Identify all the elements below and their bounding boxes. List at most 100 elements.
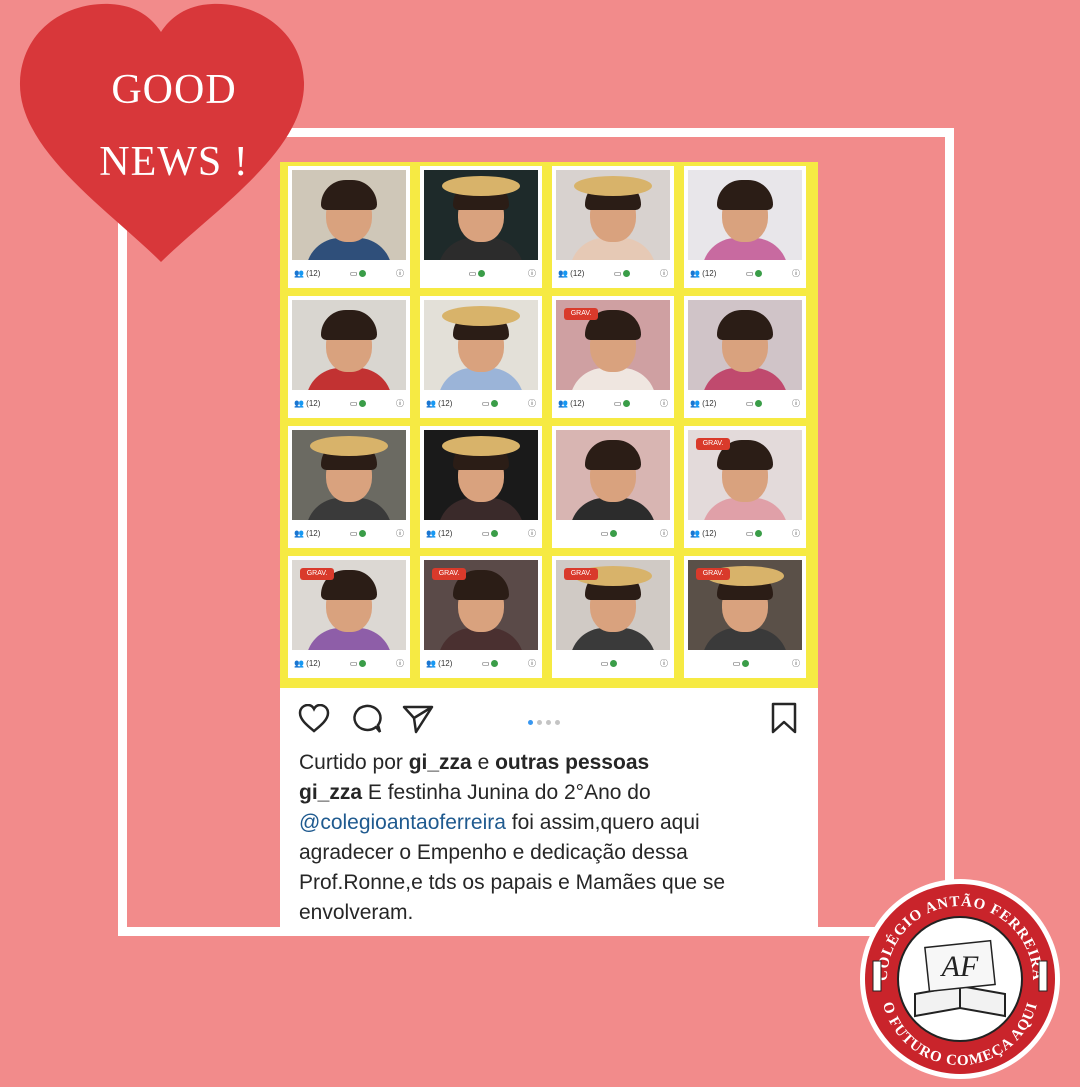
call-toolbar: 👥 (12) ▭ ⓘ [426, 524, 536, 542]
call-toolbar: ▭ ⓘ [558, 524, 668, 542]
recording-badge: GRAV. [564, 568, 598, 580]
chat-indicator [610, 659, 618, 667]
call-toolbar: ▭ ⓘ [426, 264, 536, 282]
video-frame: GRAV. [292, 560, 406, 650]
straw-hat [574, 176, 652, 196]
collage-tile: 👥 (12) ▭ ⓘ [684, 166, 806, 288]
video-frame: GRAV. [688, 560, 802, 650]
info-icon: ⓘ [395, 398, 404, 408]
participant-body [702, 238, 788, 260]
participant-body [438, 628, 524, 650]
video-frame [424, 300, 538, 390]
participants-count: 👥 (12) [558, 268, 585, 278]
info-icon: ⓘ [527, 398, 536, 408]
chat-icon: ▭ [601, 659, 618, 668]
caption-line-4: Prof.Ronne,e tds os papais e Mamães que … [299, 871, 726, 894]
video-frame [688, 170, 802, 260]
collage-tile: GRAV. ▭ ⓘ [684, 556, 806, 678]
chat-icon: ▭ [482, 529, 499, 538]
chat-indicator [755, 529, 763, 537]
collage-tile: GRAV. 👥 (12) ▭ ⓘ [288, 556, 410, 678]
recording-badge: GRAV. [696, 438, 730, 450]
collage-tile: 👥 (12) ▭ ⓘ [552, 166, 674, 288]
video-frame [556, 430, 670, 520]
info-icon: ⓘ [528, 268, 536, 278]
caption-text-2: foi assim,quero aqui [505, 811, 700, 834]
participants-count: 👥 (12) [426, 398, 453, 408]
liked-by-user-link[interactable]: gi_zza [408, 751, 472, 774]
carousel-dot [537, 720, 542, 725]
call-toolbar: 👥 (12) ▭ ⓘ [558, 394, 668, 412]
info-icon: ⓘ [792, 658, 800, 668]
collage-tile: 👥 (12) ▭ ⓘ [288, 296, 410, 418]
info-icon: ⓘ [527, 528, 536, 538]
chat-icon: ▭ [350, 399, 367, 408]
info-icon: ⓘ [659, 398, 668, 408]
info-icon: ⓘ [660, 528, 668, 538]
collage-tile: GRAV. ▭ ⓘ [552, 556, 674, 678]
caption-text-1: E festinha Junina do 2°Ano do [362, 781, 651, 804]
participant-body [702, 368, 788, 390]
chat-icon: ▭ [614, 399, 631, 408]
call-toolbar: 👥 (12) ▭ ⓘ [294, 654, 404, 672]
call-toolbar: 👥 (12) ▭ ⓘ [426, 654, 536, 672]
chat-indicator [623, 399, 631, 407]
straw-hat [442, 436, 520, 456]
like-heart-icon[interactable] [298, 704, 330, 734]
participants-count: 👥 (12) [294, 658, 321, 668]
chat-indicator [623, 269, 631, 277]
participant-body [306, 238, 392, 260]
video-frame [292, 430, 406, 520]
participant-body [570, 628, 656, 650]
recording-badge: GRAV. [696, 568, 730, 580]
participants-count: 👥 (12) [294, 268, 321, 278]
bookmark-icon[interactable] [770, 702, 798, 734]
svg-text:AF: AF [940, 950, 979, 983]
chat-icon: ▭ [746, 529, 763, 538]
chat-indicator [359, 529, 367, 537]
share-send-icon[interactable] [402, 704, 434, 734]
straw-hat [310, 436, 388, 456]
call-toolbar: 👥 (12) ▭ ⓘ [294, 394, 404, 412]
chat-icon: ▭ [482, 399, 499, 408]
info-icon: ⓘ [659, 268, 668, 278]
collage-tile: GRAV. 👥 (12) ▭ ⓘ [420, 556, 542, 678]
participant-body [438, 368, 524, 390]
chat-icon: ▭ [614, 269, 631, 278]
info-icon: ⓘ [791, 528, 800, 538]
participants-count: 👥 (12) [558, 398, 585, 408]
recording-badge: GRAV. [564, 308, 598, 320]
info-icon: ⓘ [395, 268, 404, 278]
participant-hair [321, 180, 377, 210]
badge-line-1: GOOD [111, 67, 237, 113]
comment-icon[interactable] [350, 704, 382, 734]
school-logo: COLÉGIO ANTÃO FERREIRA O FUTURO COMEÇA A… [857, 876, 1063, 1082]
participant-hair [585, 440, 641, 470]
call-toolbar: 👥 (12) ▭ ⓘ [690, 524, 800, 542]
collage-tile: 👥 (12) ▭ ⓘ [288, 426, 410, 548]
liked-by-others-link[interactable]: outras pessoas [495, 751, 650, 774]
call-toolbar: 👥 (12) ▭ ⓘ [690, 394, 800, 412]
mention-link[interactable]: @colegioantaoferreira [299, 811, 506, 834]
chat-icon: ▭ [746, 269, 763, 278]
video-frame: GRAV. [688, 430, 802, 520]
info-icon: ⓘ [395, 528, 404, 538]
collage-tile: ▭ ⓘ [552, 426, 674, 548]
call-toolbar: 👥 (12) ▭ ⓘ [558, 264, 668, 282]
author-username-link[interactable]: gi_zza [299, 781, 363, 804]
carousel-indicator [528, 712, 564, 730]
likes-prefix: Curtido por [299, 751, 409, 774]
info-icon: ⓘ [660, 658, 668, 668]
collage-tile: 👥 (12) ▭ ⓘ [420, 426, 542, 548]
collage-tile: 👥 (12) ▭ ⓘ [684, 296, 806, 418]
chat-icon: ▭ [482, 659, 499, 668]
carousel-dot-active [528, 720, 533, 725]
info-icon: ⓘ [791, 268, 800, 278]
chat-icon: ▭ [350, 529, 367, 538]
chat-icon: ▭ [601, 529, 618, 538]
post-photo-collage[interactable]: 👥 (12) ▭ ⓘ ▭ ⓘ 👥 (12) ▭ ⓘ 👥 (12) ▭ ⓘ 👥 (12) ▭ ⓘ 👥 (12)… [280, 162, 818, 688]
collage-tile: ▭ ⓘ [420, 166, 542, 288]
video-frame [688, 300, 802, 390]
chat-icon: ▭ [733, 659, 750, 668]
participant-hair [717, 180, 773, 210]
